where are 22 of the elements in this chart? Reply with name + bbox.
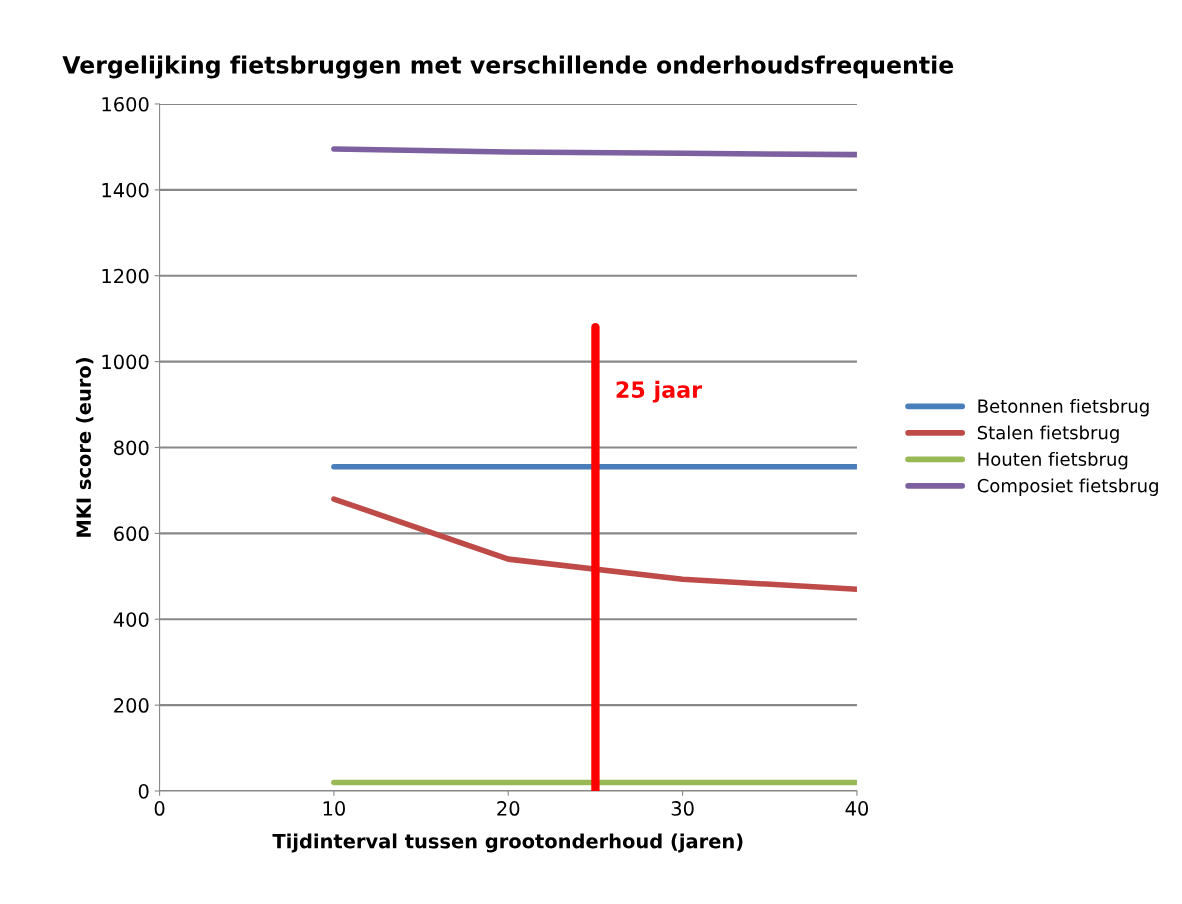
y-tick-label: 1000 (102, 354, 149, 370)
annotation: 25 jaar (616, 380, 703, 403)
y-tick-label: 0 (138, 783, 149, 799)
x-tick-label: 40 (845, 801, 869, 816)
y-tick-label: 600 (114, 526, 149, 542)
y-tick-label: 1200 (102, 268, 149, 284)
y-axis-title: MKI score (euro) (76, 358, 94, 537)
y-tick-label: 1600 (102, 96, 149, 112)
x-tick-label: 20 (497, 801, 520, 816)
y-tick-label: 800 (114, 440, 149, 456)
chart-title: Vergelijking fietsbruggen met verschillende onderhoudsfrequentie (62, 55, 954, 79)
y-tick-label: 400 (113, 612, 149, 627)
legend-label: Houten fietsbrug (978, 451, 1128, 470)
legend-label: Composiet fietsbrug (977, 478, 1158, 496)
x-tick-label: 30 (671, 801, 694, 816)
x-tick-label: 10 (323, 801, 345, 816)
y-tick-label: 1400 (102, 182, 149, 198)
y-tick-label: 200 (114, 698, 149, 713)
legend-label: Stalen fietsbrug (977, 425, 1119, 443)
x-tick-label: 0 (154, 801, 165, 816)
x-axis-title: Tijdinterval tussen grootonderhoud (jaren) (272, 833, 743, 853)
legend-label: Betonnen fietsbrug (978, 398, 1149, 417)
